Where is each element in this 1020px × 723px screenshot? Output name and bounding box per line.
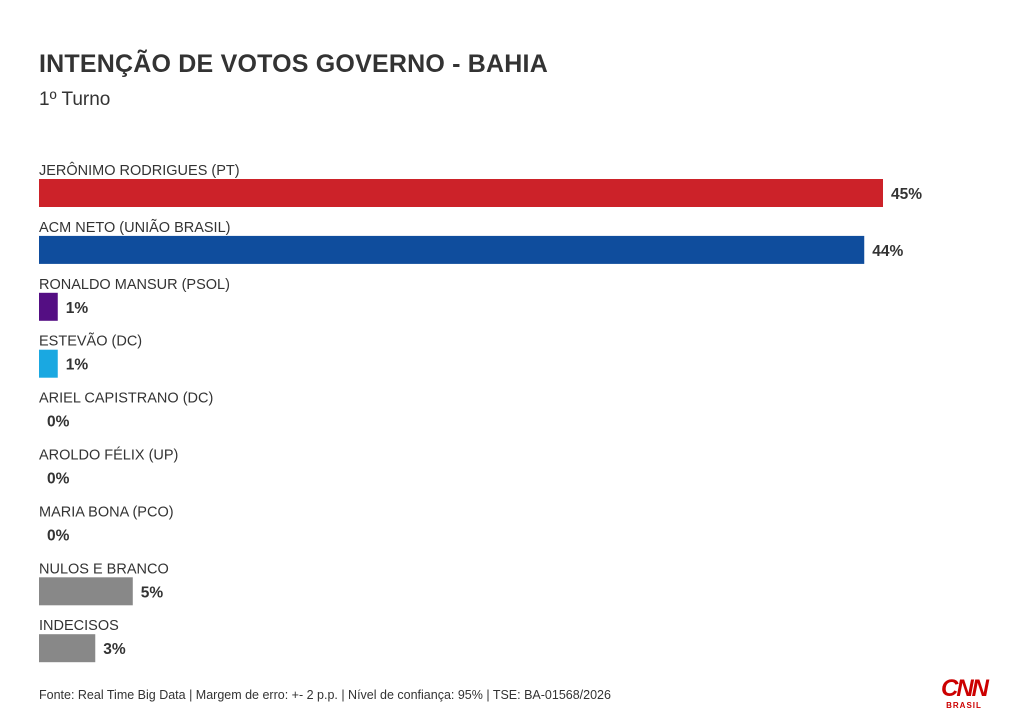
logo-wordmark: CNN bbox=[941, 675, 989, 702]
category-label: AROLDO FÉLIX (UP) bbox=[39, 447, 178, 464]
bar bbox=[39, 292, 58, 321]
category-label: ARIEL CAPISTRANO (DC) bbox=[39, 391, 213, 407]
value-label: 1% bbox=[66, 300, 89, 317]
category-label: ACM NETO (UNIÃO BRASIL) bbox=[39, 219, 230, 236]
bar bbox=[39, 179, 883, 207]
chart-title: INTENÇÃO DE VOTOS GOVERNO - BAHIA bbox=[39, 50, 548, 78]
bar bbox=[39, 235, 865, 264]
value-label: 1% bbox=[66, 357, 89, 374]
cnn-brasil-logo: CNN BRASIL bbox=[938, 677, 990, 713]
bar bbox=[39, 349, 58, 378]
category-label: RONALDO MANSUR (PSOL) bbox=[39, 277, 230, 293]
value-label: 44% bbox=[872, 243, 903, 260]
value-label: 5% bbox=[141, 584, 164, 601]
category-label: INDECISOS bbox=[39, 618, 119, 634]
value-label: 0% bbox=[47, 527, 70, 544]
bar bbox=[39, 577, 133, 606]
category-label: MARIA BONA (PCO) bbox=[39, 504, 174, 520]
source-footnote: Fonte: Real Time Big Data | Margem de er… bbox=[39, 688, 611, 702]
value-label: 45% bbox=[891, 186, 922, 203]
chart-subtitle: 1º Turno bbox=[39, 89, 111, 110]
value-label: 3% bbox=[103, 641, 126, 658]
bar bbox=[39, 634, 96, 663]
category-label: JERÔNIMO RODRIGUES (PT) bbox=[39, 162, 240, 179]
value-label: 0% bbox=[47, 414, 70, 431]
category-label: ESTEVÃO (DC) bbox=[39, 333, 142, 350]
category-label: NULOS E BRANCO bbox=[39, 561, 169, 577]
logo-subtitle: BRASIL bbox=[946, 701, 982, 710]
value-label: 0% bbox=[47, 471, 70, 488]
